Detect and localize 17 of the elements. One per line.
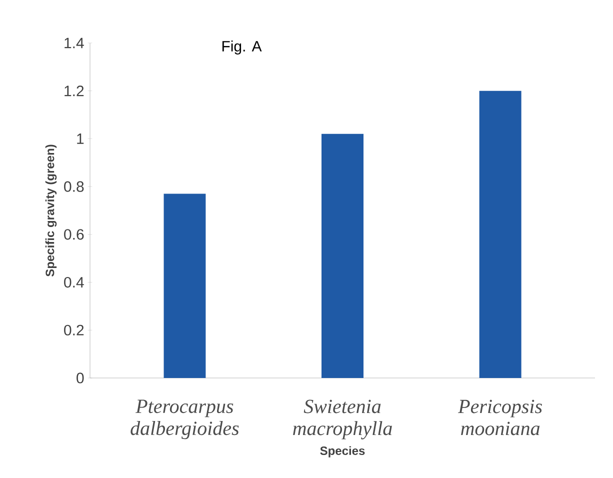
bar: [164, 194, 206, 378]
y-tick-label: 1.4: [64, 38, 84, 48]
x-tick-label: Swietenia macrophylla: [293, 400, 392, 440]
y-tick-label: 0: [76, 372, 84, 384]
bar: [322, 134, 364, 378]
y-tick-label: 1.2: [64, 86, 84, 96]
y-tick-label: 0.4: [64, 276, 84, 288]
y-tick-label: 0.6: [64, 229, 84, 240]
y-tick-label: 0.2: [64, 324, 84, 336]
y-tick-label: 0.8: [64, 181, 84, 192]
x-tick-label: Pterocarpus dalbergioides: [130, 400, 239, 440]
chart-title: Fig. A: [222, 40, 262, 54]
y-axis-title: Specific gravity (green): [45, 144, 57, 276]
x-tick-label: Pericopsis mooniana: [458, 400, 542, 436]
y-tick-label: 1: [77, 134, 84, 144]
bar: [479, 90, 522, 378]
x-axis-title: Species: [320, 446, 365, 458]
